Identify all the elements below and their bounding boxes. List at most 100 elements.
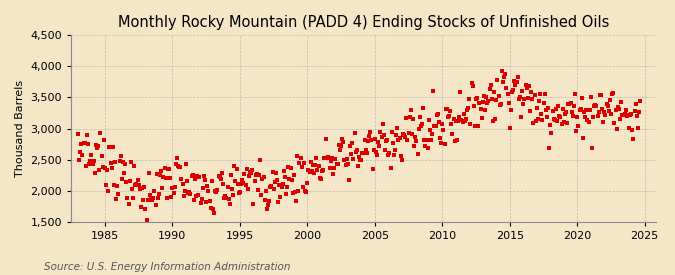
Point [385, 166, 396, 170]
Point [587, 146, 597, 150]
Point [551, 119, 562, 123]
Point [311, 156, 322, 160]
Point [553, 103, 564, 108]
Point [497, 80, 508, 85]
Point [502, 92, 513, 96]
Point [104, 145, 115, 149]
Point [225, 173, 236, 178]
Text: Source: U.S. Energy Information Administration: Source: U.S. Energy Information Administ… [44, 262, 290, 272]
Point [400, 135, 410, 139]
Point [352, 147, 362, 152]
Point [107, 145, 118, 149]
Point [576, 96, 587, 100]
Point [597, 107, 608, 111]
Point [342, 162, 353, 166]
Point [169, 185, 180, 189]
Point [551, 107, 562, 111]
Point [84, 162, 95, 166]
Point [453, 119, 464, 124]
Point [450, 119, 461, 123]
Point [250, 172, 261, 177]
Point [626, 112, 637, 116]
Point [170, 161, 181, 166]
Point [212, 188, 223, 192]
Point [526, 90, 537, 94]
Point [367, 166, 378, 171]
Point [123, 202, 134, 206]
Point [358, 151, 369, 155]
Point [534, 99, 545, 103]
Point [240, 183, 251, 187]
Point [615, 117, 626, 121]
Point [293, 189, 304, 194]
Point [494, 103, 505, 107]
Point [387, 141, 398, 145]
Point [187, 173, 198, 177]
Point [436, 141, 447, 145]
Point [298, 185, 308, 189]
Point [460, 119, 470, 124]
Point [514, 95, 525, 100]
Point [129, 164, 140, 169]
Point [518, 102, 529, 106]
Point [562, 120, 572, 125]
Point [124, 179, 135, 183]
Point [109, 160, 120, 164]
Point [247, 168, 258, 172]
Point [106, 165, 117, 170]
Point [306, 168, 317, 173]
Point [102, 168, 113, 173]
Point [186, 174, 197, 178]
Point [82, 133, 92, 137]
Point [580, 115, 591, 119]
Point [411, 139, 422, 143]
Point [589, 104, 599, 108]
Point [369, 137, 380, 142]
Point [406, 132, 417, 136]
Point [539, 91, 550, 96]
Point [412, 151, 423, 156]
Point [487, 118, 498, 123]
Point [520, 83, 531, 87]
Point [261, 188, 271, 193]
Point [99, 138, 109, 142]
Point [308, 170, 319, 175]
Point [200, 178, 211, 182]
Point [445, 109, 456, 113]
Point [153, 191, 164, 196]
Point [219, 196, 230, 200]
Point [590, 103, 601, 107]
Point [349, 131, 360, 135]
Point [529, 93, 540, 97]
Point [454, 115, 464, 120]
Point [209, 211, 219, 215]
Point [267, 170, 278, 174]
Point [396, 153, 406, 158]
Point [347, 141, 358, 145]
Point [238, 180, 248, 185]
Point [482, 101, 493, 105]
Point [499, 74, 510, 79]
Point [319, 156, 329, 161]
Point [184, 190, 194, 194]
Point [342, 157, 352, 161]
Point [446, 121, 457, 126]
Point [536, 112, 547, 117]
Point [207, 207, 218, 211]
Point [565, 101, 576, 106]
Point [556, 122, 567, 127]
Point [408, 116, 418, 121]
Point [487, 97, 497, 101]
Point [481, 95, 491, 100]
Point [173, 165, 184, 169]
Point [88, 159, 99, 163]
Point [122, 196, 133, 200]
Point [171, 155, 182, 160]
Point [365, 130, 376, 134]
Point [136, 205, 146, 209]
Point [493, 94, 504, 98]
Point [441, 107, 452, 111]
Point [416, 124, 427, 128]
Point [248, 202, 259, 207]
Point [608, 90, 619, 95]
